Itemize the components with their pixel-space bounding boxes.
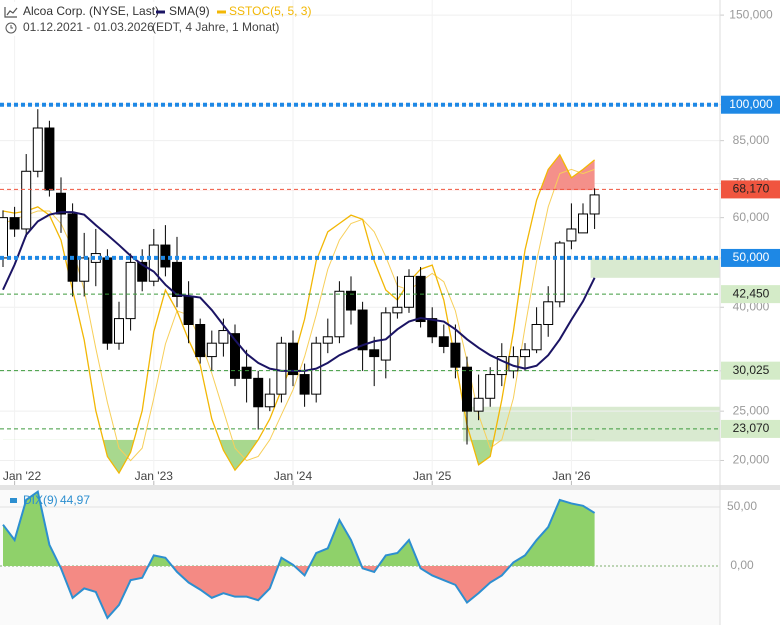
candle-body — [218, 330, 229, 344]
legend-label: SMA(9) — [169, 4, 210, 18]
y-tick-label: 50,00 — [727, 499, 757, 513]
candle-body — [253, 377, 264, 408]
candle-body — [566, 228, 577, 242]
candle-body — [114, 318, 124, 344]
clock-icon — [5, 22, 17, 34]
candle-body — [32, 127, 43, 172]
candle-body — [462, 366, 472, 412]
candle-body — [102, 257, 113, 344]
date-range: 01.12.2021 - 01.03.2026 — [23, 20, 154, 34]
candle-body — [415, 275, 426, 323]
level-box — [721, 248, 780, 267]
level-label: 23,070 — [733, 421, 770, 435]
y-tick-label: 60,000 — [733, 210, 770, 224]
overbought-fill — [540, 154, 595, 191]
negative-fill — [3, 565, 595, 618]
right-axis: 20,00025,00030,00040,00050,00060,00070,0… — [720, 7, 780, 572]
positive-fill — [3, 491, 595, 566]
level-box — [721, 180, 780, 199]
chart-icon — [4, 7, 18, 18]
header: Alcoa Corp. (NYSE, Last) SMA(9) SSTOC(5,… — [0, 2, 311, 507]
candle-body — [299, 374, 310, 395]
level-box — [721, 361, 780, 380]
candle-body — [264, 393, 275, 408]
candle-body — [404, 275, 414, 308]
candle-body — [137, 261, 148, 282]
y-tick-label: 25,000 — [733, 403, 770, 417]
candle-body — [520, 349, 530, 358]
zone — [590, 257, 720, 278]
candle-body — [589, 194, 600, 215]
x-tick-label: Jan '26 — [552, 469, 591, 483]
legend-swatch — [10, 498, 17, 503]
candle-body — [369, 349, 380, 358]
candle-body — [288, 342, 298, 376]
candle-body — [578, 213, 588, 234]
candle-body — [0, 217, 8, 259]
clock-hands — [10, 25, 13, 29]
candle-body — [79, 257, 90, 282]
level-label: 30,025 — [733, 363, 770, 377]
level-box — [721, 419, 780, 438]
candle-body — [172, 261, 182, 297]
stoch-signal-line — [2, 168, 595, 462]
candle-body — [183, 295, 194, 325]
candle-body — [21, 170, 32, 230]
level-label: 42,450 — [733, 286, 770, 300]
candle-body — [67, 213, 78, 282]
level-box — [721, 95, 780, 114]
candle-body — [554, 242, 565, 303]
stoch-line — [2, 153, 596, 475]
candle-body — [56, 192, 66, 215]
y-tick-label: 0,00 — [730, 558, 754, 572]
main-plot — [0, 0, 720, 485]
dix-line — [2, 489, 596, 620]
candle-body — [473, 397, 484, 412]
x-tick-label: Jan '22 — [3, 469, 42, 483]
x-tick-label: Jan '23 — [135, 469, 174, 483]
candle-body — [392, 306, 403, 314]
candle-body — [357, 309, 368, 351]
level-label: 50,000 — [733, 250, 770, 264]
y-tick-label: 150,000 — [729, 7, 773, 21]
legend-label: SSTOC(5, 5, 3) — [229, 4, 311, 18]
candle-body — [496, 356, 507, 376]
candle-body — [44, 127, 55, 191]
x-tick-label: Jan '24 — [274, 469, 313, 483]
level-label: 100,000 — [729, 97, 773, 111]
candle-body — [450, 342, 461, 368]
last-value-label: 44,97 — [60, 493, 90, 507]
level-label: 68,170 — [733, 182, 770, 196]
date-note: (EDT, 4 Jahre, 1 Monat) — [152, 20, 279, 34]
candle-body — [241, 366, 252, 379]
candle-body — [322, 336, 333, 344]
candle-body — [195, 323, 206, 358]
candle-body — [543, 301, 554, 325]
y-tick-label: 20,000 — [733, 453, 770, 467]
candle-body — [427, 318, 438, 338]
candle-body — [9, 217, 20, 230]
lower-plot — [0, 489, 720, 620]
candle-body — [334, 290, 345, 338]
panel-separator — [0, 485, 780, 490]
y-tick-label: 85,000 — [733, 133, 770, 147]
candle-body — [230, 333, 240, 379]
candle-body — [438, 336, 449, 347]
zone — [463, 406, 720, 442]
candle-body — [531, 323, 542, 351]
candle-body — [276, 342, 287, 395]
candle-body — [206, 342, 217, 358]
level-box — [721, 285, 780, 304]
candle-body — [148, 244, 159, 282]
candle-body — [346, 290, 356, 311]
legend-label: DIX(9) — [23, 493, 58, 507]
header-bg — [0, 2, 220, 36]
candle-body — [125, 261, 136, 320]
candle-body — [485, 374, 496, 399]
x-tick-label: Jan '25 — [413, 469, 452, 483]
chart-title: Alcoa Corp. (NYSE, Last) — [23, 4, 159, 18]
sma-line — [2, 211, 596, 372]
